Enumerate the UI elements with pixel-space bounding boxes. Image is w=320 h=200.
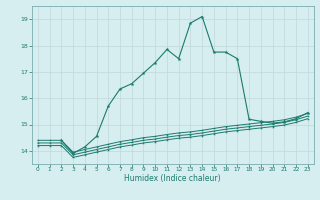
X-axis label: Humidex (Indice chaleur): Humidex (Indice chaleur)	[124, 174, 221, 183]
